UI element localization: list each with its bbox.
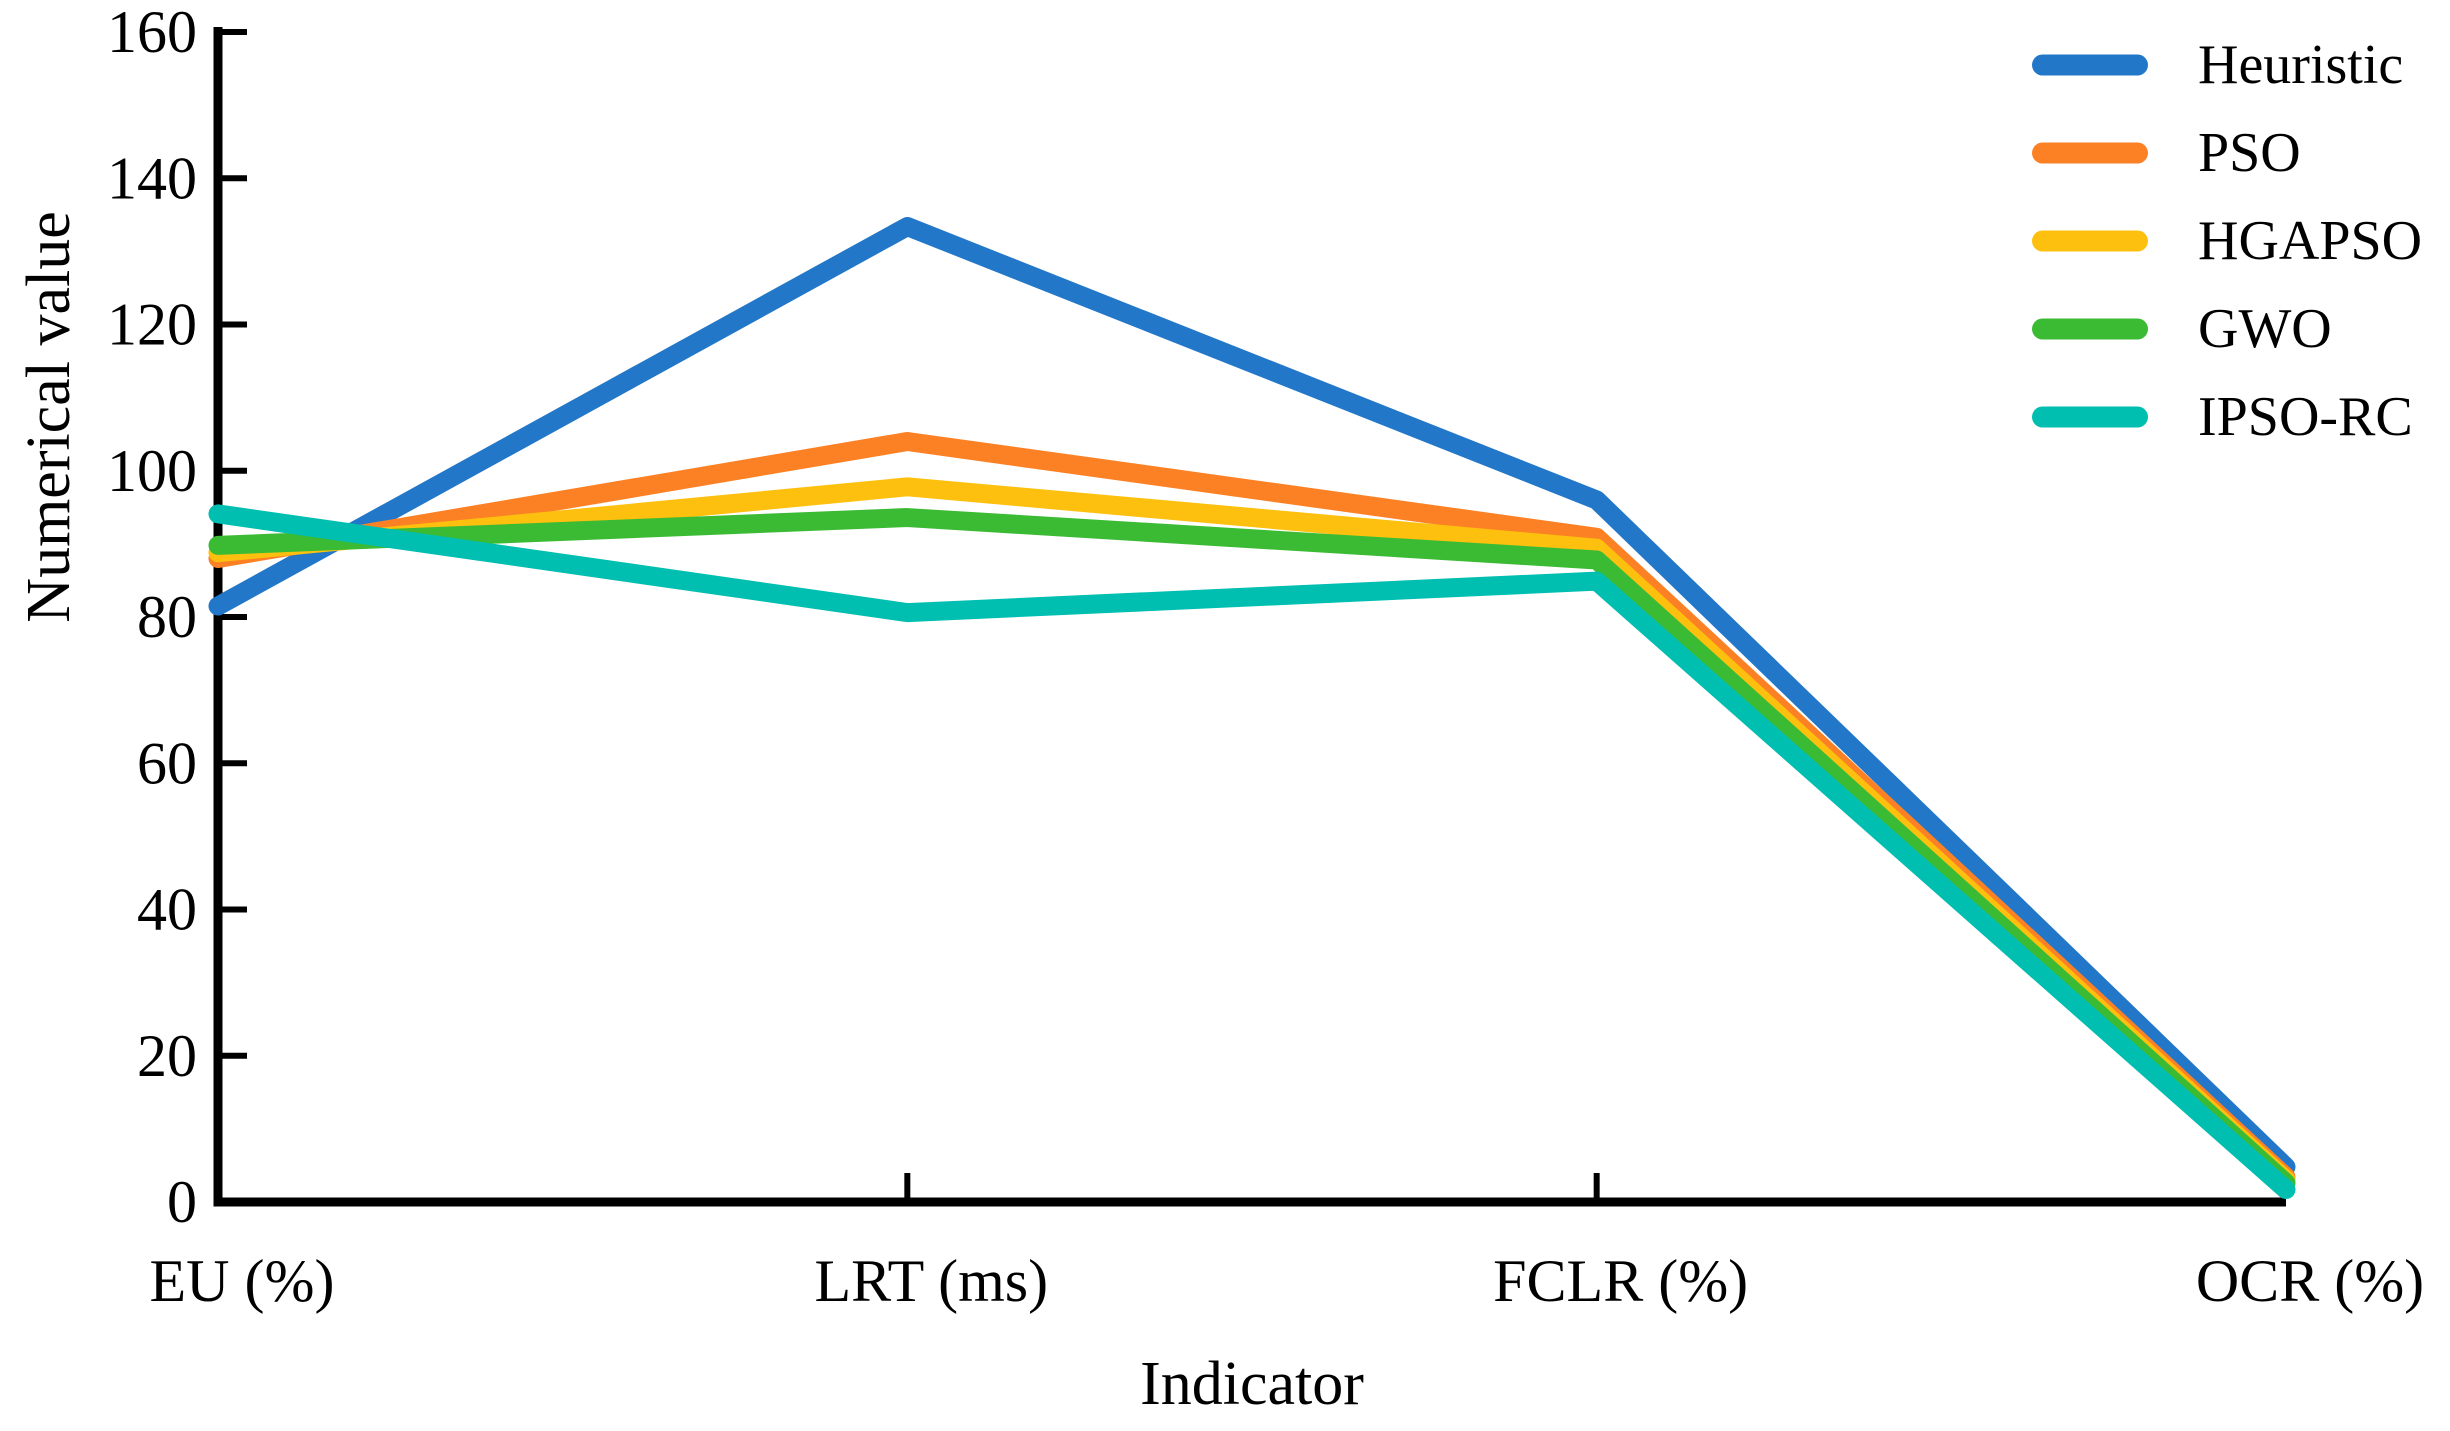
series-line-gwo (208, 508, 2296, 1193)
series-lines (208, 217, 2296, 1200)
legend-label-heuristic: Heuristic (2198, 34, 2403, 96)
legend-label-pso: PSO (2198, 122, 2301, 184)
legend-label-ipso-rc: IPSO-RC (2198, 386, 2413, 448)
x-category-label: LRT (ms) (815, 1248, 1049, 1314)
y-tick-label: 60 (137, 730, 197, 796)
legend-swatch-gwo (2032, 318, 2148, 340)
series-line-ipso-rc (208, 504, 2296, 1200)
x-category-label: OCR (%) (2196, 1248, 2424, 1314)
legend-label-gwo: GWO (2198, 298, 2332, 360)
y-axis-label: Numerical value (15, 211, 83, 622)
legend-swatch-pso (2032, 142, 2148, 164)
legend-swatch-ipso-rc (2032, 406, 2148, 428)
legend-label-hgapso: HGAPSO (2198, 210, 2422, 272)
series-line-heuristic (208, 217, 2296, 1177)
y-tick-label: 160 (107, 0, 197, 65)
x-axis-label: Indicator (1140, 1350, 1364, 1418)
y-tick-label: 100 (107, 438, 197, 504)
legend-swatch-heuristic (2032, 54, 2148, 76)
tick-labels: 0 20 40 60 80 100 120 140 160 EU (%) LRT (ms) FCLR … (107, 0, 2424, 1314)
y-tick-label: 80 (137, 584, 197, 650)
x-category-label: EU (%) (150, 1248, 335, 1314)
y-tick-label: 0 (167, 1169, 197, 1235)
y-tick-label: 20 (137, 1023, 197, 1089)
legend-swatch-hgapso (2032, 230, 2148, 252)
x-category-label: FCLR (%) (1493, 1248, 1748, 1314)
y-tick-label: 40 (137, 877, 197, 943)
y-tick-label: 140 (107, 145, 197, 211)
legend: Heuristic PSO HGAPSO GWO IPSO-RC (2032, 34, 2422, 448)
axes (213, 27, 2286, 1207)
y-tick-label: 120 (107, 292, 197, 358)
